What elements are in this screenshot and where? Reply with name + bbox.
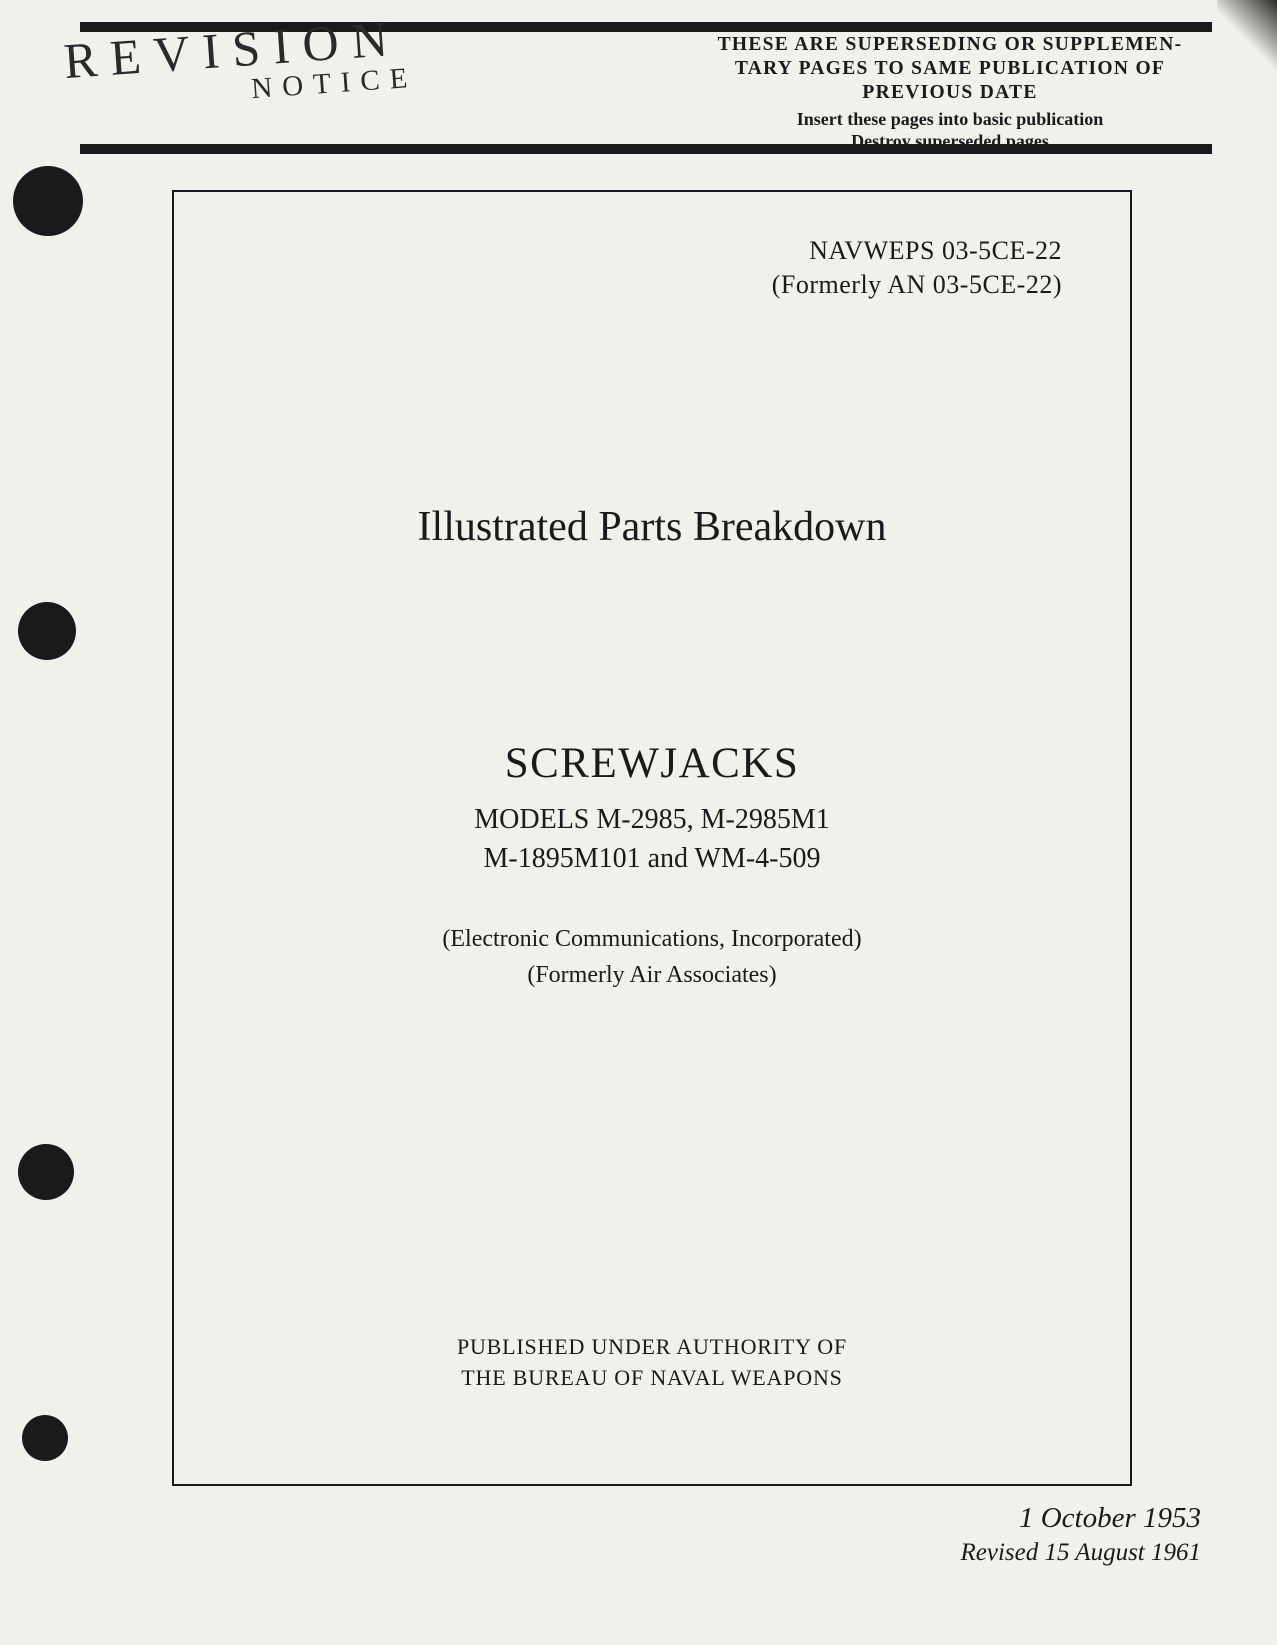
supersede-line: TARY PAGES TO SAME PUBLICATION OF bbox=[735, 58, 1165, 79]
company: (Electronic Communications, Incorporated… bbox=[232, 922, 1072, 993]
punch-hole-icon bbox=[22, 1415, 68, 1461]
company-line: (Formerly Air Associates) bbox=[527, 962, 776, 988]
models-line: MODELS M-2985, M-2985M1 bbox=[474, 804, 829, 835]
punch-hole-icon bbox=[18, 1144, 74, 1200]
doc-id-line: NAVWEPS 03-5CE-22 bbox=[809, 236, 1062, 265]
publisher-line: THE BUREAU OF NAVAL WEAPONS bbox=[461, 1365, 842, 1390]
supersede-line: PREVIOUS DATE bbox=[862, 82, 1037, 103]
publisher: PUBLISHED UNDER AUTHORITY OF THE BUREAU … bbox=[232, 1331, 1072, 1393]
punch-hole-icon bbox=[13, 166, 83, 236]
supersede-main: THESE ARE SUPERSEDING OR SUPPLEMEN- TARY… bbox=[685, 33, 1215, 104]
supersede-line: THESE ARE SUPERSEDING OR SUPPLEMEN- bbox=[718, 34, 1183, 55]
supersede-notice: THESE ARE SUPERSEDING OR SUPPLEMEN- TARY… bbox=[685, 33, 1215, 152]
publisher-line: PUBLISHED UNDER AUTHORITY OF bbox=[457, 1334, 847, 1359]
company-line: (Electronic Communications, Incorporated… bbox=[442, 926, 861, 952]
subject-title: SCREWJACKS bbox=[232, 739, 1072, 788]
corner-shadow bbox=[1217, 0, 1277, 120]
models-line: M-1895M101 and WM-4-509 bbox=[483, 843, 820, 874]
content-box: NAVWEPS 03-5CE-22 (Formerly AN 03-5CE-22… bbox=[172, 190, 1132, 1486]
date-revised: Revised 15 August 1961 bbox=[961, 1539, 1201, 1567]
doc-id-former: (Formerly AN 03-5CE-22) bbox=[772, 270, 1062, 299]
punch-hole-icon bbox=[18, 602, 76, 660]
page: REVISION NOTICE THESE ARE SUPERSEDING OR… bbox=[0, 0, 1277, 1645]
models: MODELS M-2985, M-2985M1 M-1895M101 and W… bbox=[232, 800, 1072, 878]
main-title: Illustrated Parts Breakdown bbox=[232, 503, 1072, 551]
supersede-sub-line: Insert these pages into basic publicatio… bbox=[797, 109, 1104, 129]
dates: 1 October 1953 Revised 15 August 1961 bbox=[961, 1502, 1201, 1567]
document-id: NAVWEPS 03-5CE-22 (Formerly AN 03-5CE-22… bbox=[232, 234, 1062, 303]
top-bar-lower bbox=[80, 144, 1212, 154]
date-original: 1 October 1953 bbox=[961, 1502, 1201, 1535]
